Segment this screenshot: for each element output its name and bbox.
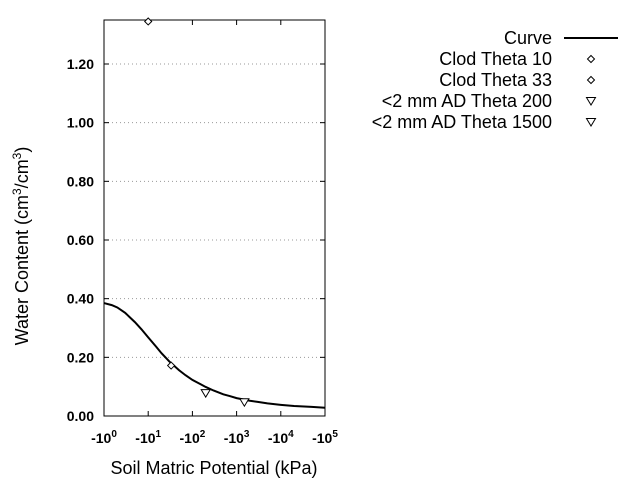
y-tick-label: 0.20 [67, 349, 94, 365]
x-axis-title: Soil Matric Potential (kPa) [110, 458, 317, 478]
y-axis-title-part: Water Content (cm [12, 195, 32, 345]
legend-label: Curve [504, 28, 552, 48]
y-axis-title-part: /cm [12, 159, 32, 188]
legend-label: <2 mm AD Theta 1500 [372, 112, 552, 132]
legend-label: Clod Theta 33 [439, 70, 552, 90]
y-axis-title-sup: 3 [10, 152, 24, 159]
y-tick-labels: 0.00 0.20 0.40 0.60 0.80 1.00 1.20 [67, 56, 94, 424]
grid-lines [104, 63, 325, 358]
legend-marker-swatch [586, 75, 596, 85]
x-tick-label: -103 [224, 429, 250, 446]
legend-marker-swatch [586, 54, 596, 64]
legend-label: Clod Theta 10 [439, 49, 552, 69]
plot-frame [103, 19, 326, 417]
y-tick-label: 1.00 [67, 115, 94, 131]
series [103, 17, 326, 409]
y-axis-title: Water Content (cm3/cm3) [10, 147, 32, 346]
y-tick-label: 0.40 [67, 291, 94, 307]
y-tick-label: 0.60 [67, 232, 94, 248]
legend-marker-swatch [585, 118, 597, 127]
x-tick-label: -102 [180, 429, 206, 446]
data-point [239, 398, 250, 408]
x-tick-label: -100 [91, 429, 117, 446]
x-tick-label: -101 [135, 429, 161, 446]
y-tick-label: 1.20 [67, 56, 94, 72]
y-axis-title-part: ) [12, 147, 32, 153]
y-tick-label: 0.80 [67, 173, 94, 189]
x-tick-labels: -100 -101 -102 -103 -104 -105 [91, 429, 338, 446]
legend-label: <2 mm AD Theta 200 [382, 91, 552, 111]
data-point [200, 389, 212, 399]
x-tick-label: -105 [312, 429, 338, 446]
y-tick-label: 0.00 [67, 408, 94, 424]
data-point [143, 17, 153, 26]
curve-line [103, 302, 326, 409]
y-axis-title-sup: 3 [10, 188, 24, 195]
legend-marker-swatch [585, 97, 597, 106]
data-point [166, 361, 176, 370]
x-tick-label: -104 [268, 429, 294, 446]
axis-ticks [103, 20, 326, 417]
